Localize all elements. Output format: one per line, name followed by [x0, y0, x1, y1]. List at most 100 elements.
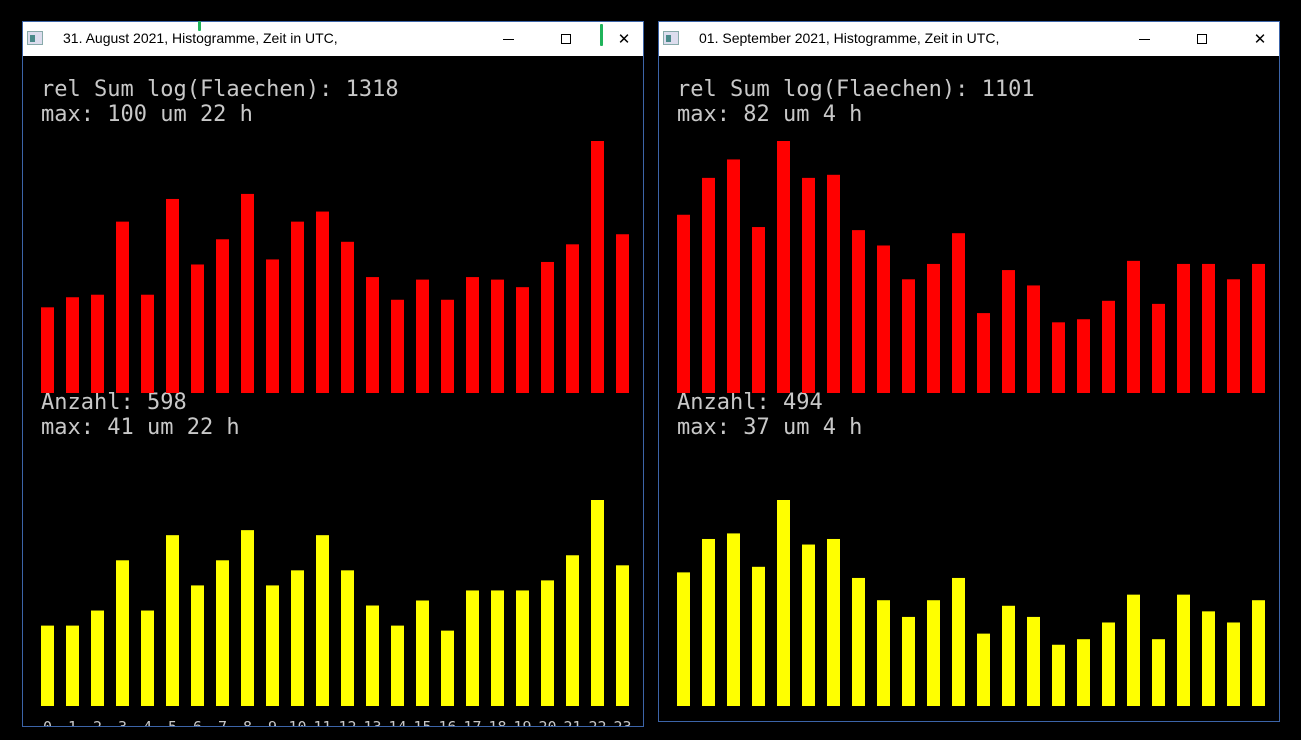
red-bar-20 [1177, 263, 1190, 393]
tick-label-14: 14 [1024, 718, 1042, 721]
yellow-bar-16 [1077, 639, 1090, 706]
minimize-icon[interactable] [1121, 22, 1167, 56]
yellow-bar-11 [952, 577, 965, 706]
tick-label-14: 14 [388, 718, 406, 726]
red-bar-21 [566, 244, 579, 393]
red-bar-22 [1227, 279, 1240, 393]
red-bar-17 [1102, 300, 1115, 393]
tick-label-10: 10 [924, 718, 942, 721]
red-bar-9 [266, 259, 279, 393]
tick-label-6: 6 [193, 718, 202, 726]
yellow-bar-22 [1227, 622, 1240, 706]
red-bar-8 [241, 193, 254, 393]
yellow-bar-7 [852, 577, 865, 706]
tick-label-20: 20 [538, 718, 556, 726]
tick-label-12: 12 [974, 718, 992, 721]
red-bar-6 [191, 264, 204, 393]
red-bar-10 [291, 221, 304, 393]
red-bar-4 [141, 294, 154, 393]
red-bar-12 [341, 241, 354, 393]
yellow-bar-series [677, 500, 1265, 706]
yellow-bar-4 [777, 500, 790, 706]
red-bar-series [41, 141, 629, 393]
window-title: 31. August 2021, Histogramme, Zeit in UT… [63, 30, 338, 46]
yellow-bar-18 [491, 590, 504, 706]
red-bar-19 [1152, 303, 1165, 393]
yellow-bar-17 [1102, 622, 1115, 706]
yellow-bar-1 [702, 538, 715, 706]
yellow-bar-5 [802, 544, 815, 706]
tick-label-15: 15 [413, 718, 431, 726]
tick-label-21: 21 [1199, 718, 1217, 721]
yellow-bar-10 [927, 600, 940, 706]
tick-label-5: 5 [168, 718, 177, 726]
tick-label-6: 6 [829, 718, 838, 721]
cursor-mark [600, 24, 603, 46]
tick-label-1: 1 [704, 718, 713, 721]
app-icon[interactable] [663, 31, 679, 45]
tick-label-1: 1 [68, 718, 77, 726]
red-bar-4 [777, 141, 790, 393]
yellow-bar-8 [241, 530, 254, 706]
yellow-bar-14 [1027, 616, 1040, 706]
yellow-bar-3 [752, 566, 765, 706]
title-bar[interactable]: 31. August 2021, Histogramme, Zeit in UT… [23, 22, 643, 56]
yellow-header-line2: max: 41 um 22 h [41, 415, 240, 440]
histogram-window-sep: 01. September 2021, Histogramme, Zeit in… [658, 21, 1280, 722]
red-bar-16 [441, 299, 454, 393]
yellow-bar-2 [91, 610, 104, 706]
red-header-line2: max: 82 um 4 h [677, 102, 862, 127]
yellow-bar-21 [566, 555, 579, 706]
tick-label-23: 23 [613, 718, 631, 726]
tick-label-13: 13 [999, 718, 1017, 721]
red-bar-10 [927, 263, 940, 393]
red-bar-17 [466, 277, 479, 393]
red-bar-12 [977, 313, 990, 393]
yellow-bar-15 [416, 600, 429, 706]
maximize-icon[interactable] [1179, 22, 1225, 56]
tick-label-17: 17 [463, 718, 481, 726]
minimize-icon[interactable] [485, 22, 531, 56]
yellow-bar-23 [1252, 600, 1265, 706]
tick-label-20: 20 [1174, 718, 1192, 721]
red-bar-6 [827, 174, 840, 393]
tick-label-19: 19 [513, 718, 531, 726]
red-bar-11 [316, 211, 329, 393]
tick-label-18: 18 [488, 718, 506, 726]
close-icon[interactable] [601, 22, 647, 56]
yellow-bar-4 [141, 610, 154, 706]
yellow-bar-13 [1002, 605, 1015, 706]
tick-label-4: 4 [779, 718, 788, 721]
yellow-bar-3 [116, 560, 129, 706]
red-bar-15 [1052, 322, 1065, 393]
yellow-bar-23 [616, 565, 629, 706]
red-bar-3 [752, 227, 765, 393]
close-icon[interactable] [1237, 22, 1283, 56]
yellow-bar-22 [591, 500, 604, 706]
yellow-bar-20 [1177, 594, 1190, 706]
tick-label-16: 16 [438, 718, 456, 726]
tick-label-0: 0 [43, 718, 52, 726]
maximize-icon[interactable] [543, 22, 589, 56]
tick-label-11: 11 [949, 718, 967, 721]
red-bar-0 [677, 214, 690, 393]
yellow-bar-20 [541, 580, 554, 706]
red-bar-18 [1127, 260, 1140, 393]
yellow-bar-1 [66, 625, 79, 706]
histogram-canvas: rel Sum log(Flaechen): 1101 max: 82 um 4… [677, 77, 1268, 721]
tick-label-7: 7 [218, 718, 227, 726]
yellow-header-line1: Anzahl: 598 [41, 390, 187, 415]
yellow-bar-12 [977, 633, 990, 706]
red-bar-9 [902, 279, 915, 393]
yellow-bar-17 [466, 590, 479, 706]
tick-label-7: 7 [854, 718, 863, 721]
tick-label-10: 10 [288, 718, 306, 726]
yellow-bar-0 [41, 625, 54, 706]
tick-label-18: 18 [1124, 718, 1142, 721]
yellow-bar-14 [391, 625, 404, 706]
yellow-bar-16 [441, 630, 454, 706]
tick-label-0: 0 [679, 718, 688, 721]
app-icon[interactable] [27, 31, 43, 45]
title-bar[interactable]: 01. September 2021, Histogramme, Zeit in… [659, 22, 1279, 56]
red-bar-22 [591, 141, 604, 393]
